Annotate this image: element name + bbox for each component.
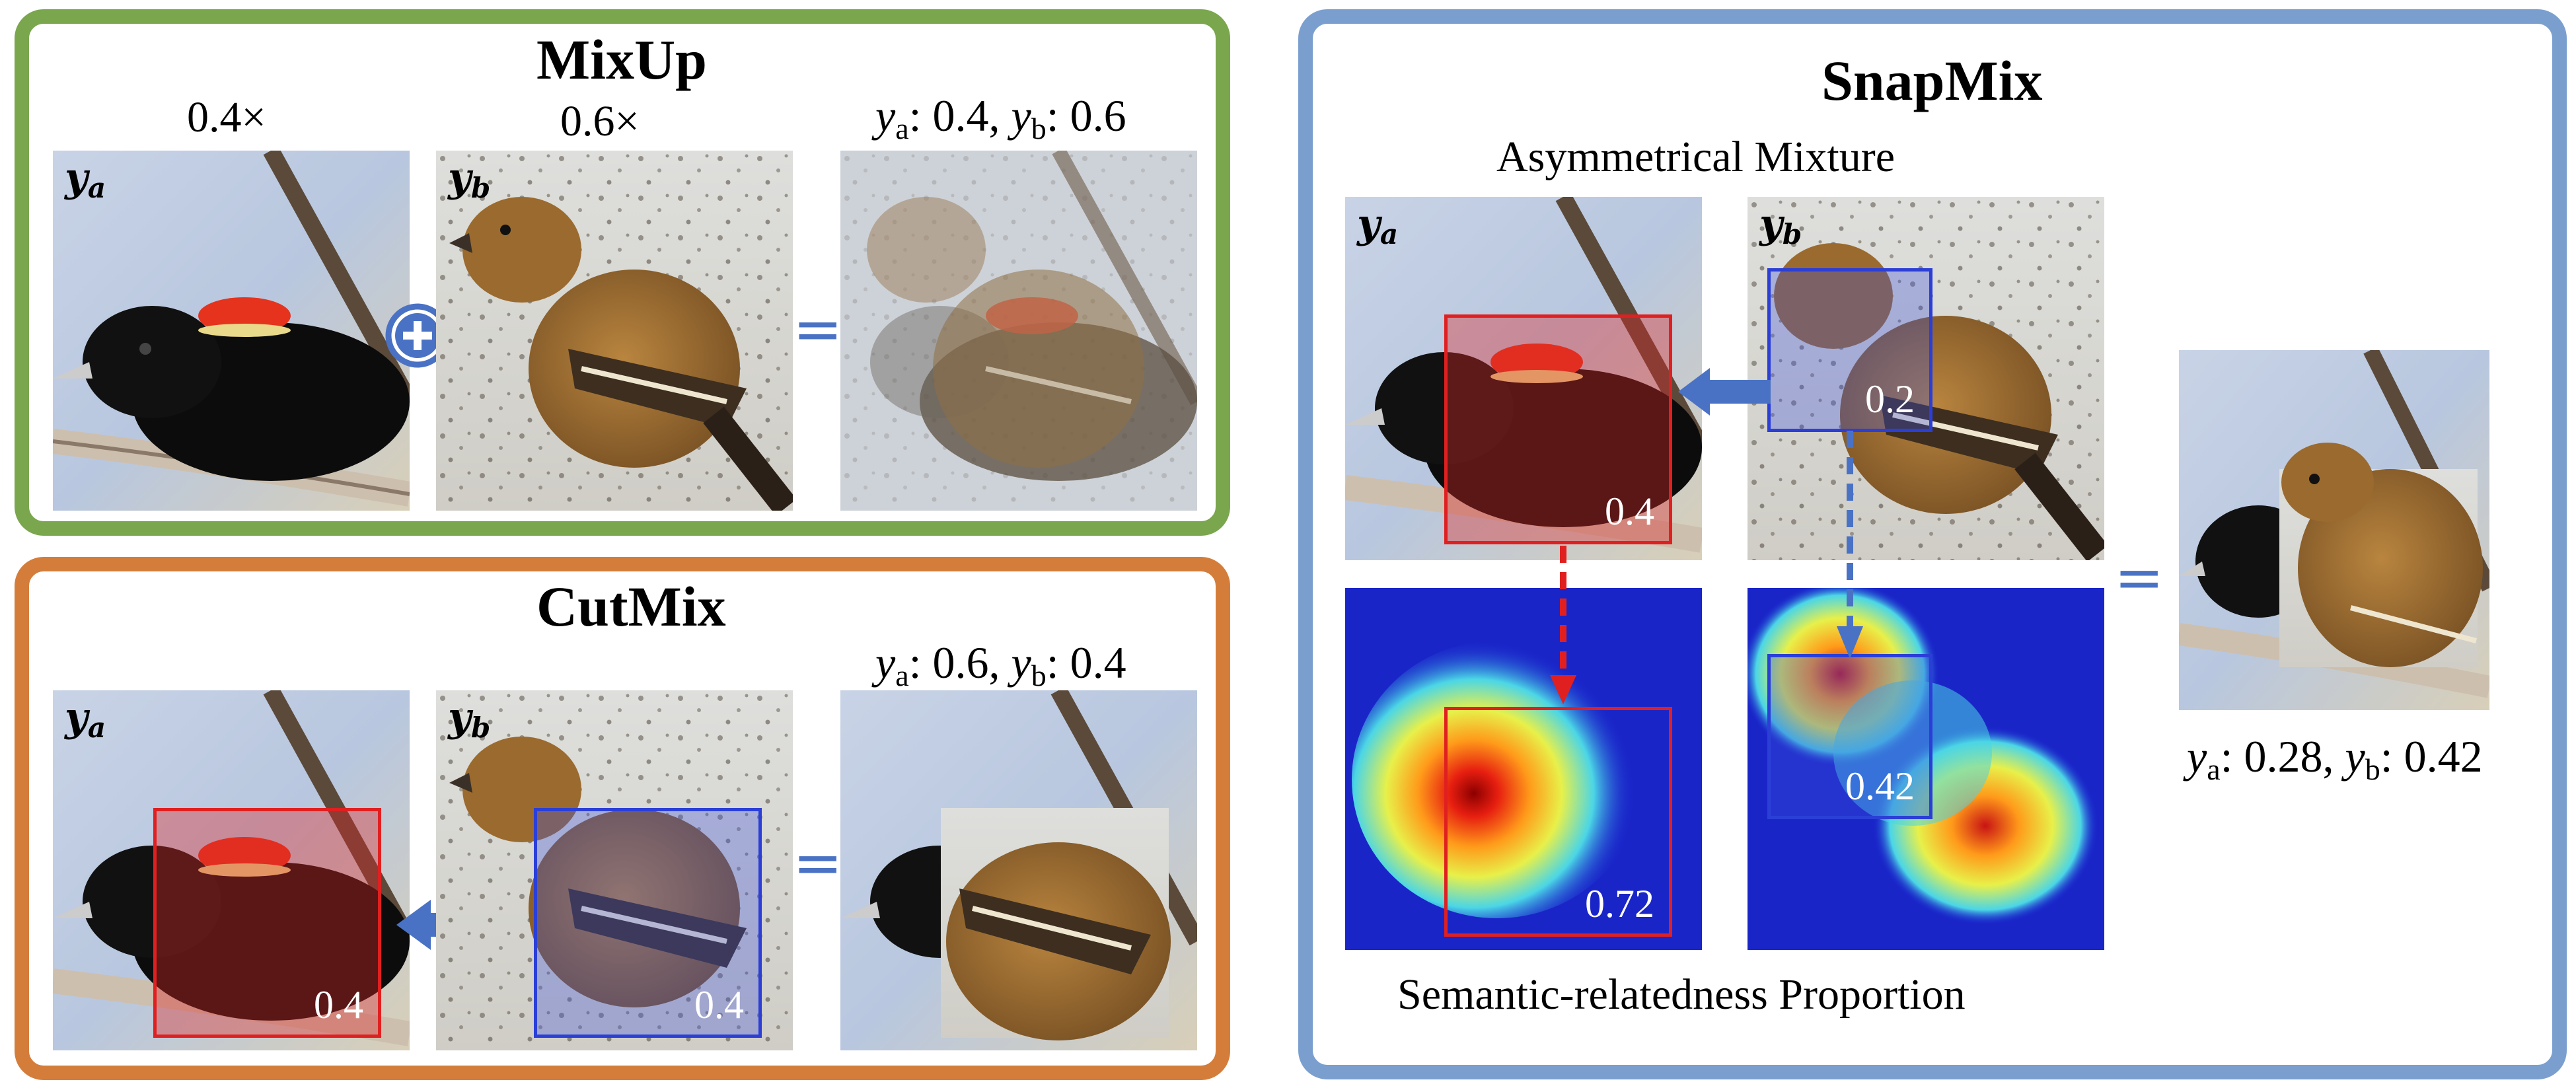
mixup-result-image	[840, 151, 1197, 511]
snapmix-equals-sign: =	[2114, 543, 2164, 612]
snapmix-heatmap-b-box: 0.42	[1767, 654, 1932, 819]
mixup-image-b: yb	[436, 151, 793, 511]
mixup-label-a: ya	[65, 155, 106, 204]
cutmix-panel	[15, 557, 1230, 1080]
cutmix-equals-sign: =	[793, 828, 843, 898]
snapmix-box-a: 0.4	[1444, 314, 1672, 544]
cutmix-title: CutMix	[536, 575, 726, 638]
mixup-equals-sign: =	[793, 295, 843, 364]
cutmix-box-b-value: 0.4	[694, 983, 744, 1027]
mixup-result-label: ya: 0.4, yb: 0.6	[875, 91, 1126, 145]
snapmix-subtitle-bottom: Semantic-relatedness Proportion	[1397, 970, 1966, 1019]
cutmix-image-b: yb 0.4	[436, 690, 793, 1050]
snapmix-label-a: ya	[1357, 201, 1399, 250]
mixup-label-b: yb	[448, 155, 491, 204]
snapmix-image-b: yb 0.2	[1748, 197, 2104, 560]
snapmix-heatmap-a: 0.72	[1345, 588, 1702, 950]
mixup-panel	[15, 9, 1230, 536]
mixup-title: MixUp	[536, 28, 707, 91]
snapmix-title: SnapMix	[1822, 49, 2043, 112]
snapmix-subtitle-top: Asymmetrical Mixture	[1496, 133, 1895, 181]
cutmix-image-a: ya 0.4	[53, 690, 410, 1050]
snapmix-box-b: 0.2	[1767, 268, 1932, 432]
snapmix-image-a: ya 0.4	[1345, 197, 1702, 560]
snapmix-box-b-value: 0.2	[1865, 377, 1915, 421]
red-dashed-arrow-icon	[1550, 546, 1576, 704]
cutmix-label-b: yb	[448, 694, 491, 744]
snapmix-heatmap-b: 0.42	[1748, 588, 2104, 950]
cutmix-box-a: 0.4	[153, 808, 381, 1038]
snapmix-left-arrow-icon	[1678, 368, 1771, 416]
cutmix-box-b: 0.4	[534, 808, 762, 1038]
snapmix-result-image	[2179, 350, 2489, 710]
snapmix-heatmap-b-value: 0.42	[1845, 764, 1915, 808]
mixup-image-a: ya	[53, 151, 410, 511]
snapmix-panel	[1298, 9, 2567, 1079]
snapmix-heatmap-a-value: 0.72	[1585, 882, 1654, 926]
cutmix-box-a-value: 0.4	[314, 983, 363, 1027]
snapmix-box-a-value: 0.4	[1605, 490, 1654, 533]
mixup-coef-b: 0.6×	[560, 97, 640, 145]
cutmix-result-image	[840, 690, 1197, 1050]
cutmix-label-a: ya	[65, 694, 106, 744]
cutmix-result-label: ya: 0.6, yb: 0.4	[875, 637, 1126, 692]
blue-dashed-arrow-icon	[1837, 431, 1863, 659]
snapmix-label-b: yb	[1759, 201, 1802, 250]
snapmix-heatmap-a-box: 0.72	[1444, 707, 1672, 937]
snapmix-result-label: ya: 0.28, yb: 0.42	[2187, 731, 2483, 786]
mixup-coef-a: 0.4×	[187, 93, 266, 141]
